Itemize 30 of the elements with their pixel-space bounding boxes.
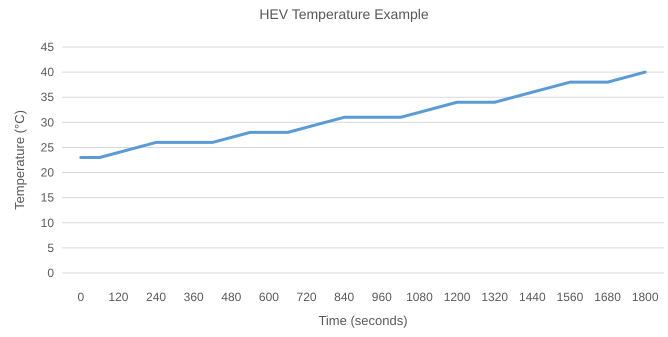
x-tick-label: 1200: [444, 290, 471, 304]
y-tick-label: 0: [47, 266, 54, 280]
y-tick-label: 20: [40, 166, 54, 180]
x-tick-label: 1800: [632, 290, 659, 304]
y-tick-label: 45: [40, 40, 54, 54]
y-axis-title: Temperature (°C): [12, 110, 27, 210]
y-tick-label: 30: [40, 115, 54, 130]
x-tick-label: 840: [334, 290, 355, 304]
x-tick-label: 1320: [481, 290, 508, 304]
y-tick-label: 40: [40, 65, 54, 80]
x-tick-label: 240: [146, 290, 166, 304]
chart-title: HEV Temperature Example: [259, 6, 429, 22]
x-tick-label: 1680: [594, 290, 622, 304]
x-tick-label: 1080: [406, 290, 434, 304]
x-tick-label: 480: [221, 290, 242, 304]
x-tick-label: 960: [372, 290, 392, 304]
y-tick-label: 35: [40, 90, 54, 104]
y-tick-label: 5: [47, 240, 54, 255]
x-tick-label: 120: [108, 290, 129, 304]
x-tick-label: 360: [184, 290, 204, 304]
x-tick-label: 0: [77, 290, 84, 304]
x-axis-title: Time (seconds): [318, 313, 408, 328]
x-tick-label: 600: [258, 290, 280, 304]
y-tick-label: 15: [40, 190, 54, 205]
line-series: [79, 70, 647, 159]
y-tick-label: 25: [40, 140, 54, 154]
x-tick-label: 1440: [518, 290, 546, 304]
x-tick-label: 1560: [556, 290, 584, 304]
y-tick-label: 10: [40, 216, 54, 230]
x-tick-label: 720: [296, 290, 317, 304]
